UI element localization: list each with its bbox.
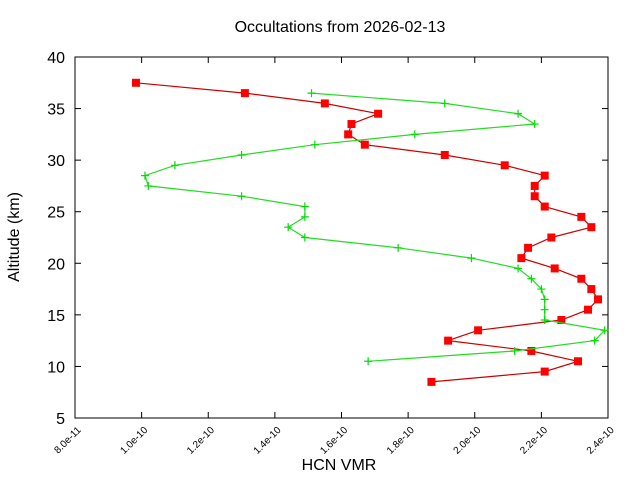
series-occultation-2 — [140, 89, 609, 366]
y-tick-label: 40 — [47, 50, 65, 67]
plus-marker-icon — [310, 140, 319, 149]
x-axis-label: HCN VMR — [302, 457, 377, 474]
y-tick-label: 10 — [47, 359, 65, 376]
plus-marker-icon — [300, 202, 309, 211]
y-tick-label: 25 — [47, 205, 65, 222]
plus-marker-icon — [307, 89, 316, 98]
plus-marker-icon — [300, 212, 309, 221]
y-axis: 5 10 15 20 25 30 35 40 — [47, 50, 608, 428]
x-tick-label: 2.0e-10 — [452, 425, 484, 457]
square-marker-icon — [574, 357, 583, 366]
square-marker-icon — [550, 264, 559, 273]
plus-marker-icon — [537, 285, 546, 294]
square-marker-icon — [587, 285, 596, 294]
square-marker-icon — [500, 161, 509, 170]
square-marker-icon — [474, 326, 483, 335]
square-marker-icon — [540, 367, 549, 376]
plus-marker-icon — [540, 295, 549, 304]
plus-marker-icon — [144, 181, 153, 190]
plus-marker-icon — [237, 192, 246, 201]
series-line — [135, 82, 599, 383]
square-marker-icon — [557, 316, 566, 325]
series-line — [144, 92, 606, 362]
square-marker-icon — [427, 377, 436, 386]
square-marker-icon — [524, 243, 533, 252]
plus-marker-icon — [527, 274, 536, 283]
plus-marker-icon — [364, 357, 373, 366]
series-occultation-1 — [131, 78, 603, 386]
square-marker-icon — [584, 305, 593, 314]
square-marker-icon — [530, 192, 539, 201]
square-marker-icon — [527, 346, 536, 355]
square-marker-icon — [540, 202, 549, 211]
plus-marker-icon — [540, 316, 549, 325]
plus-marker-icon — [467, 254, 476, 263]
plus-marker-icon — [514, 264, 523, 273]
x-tick-label: 1.6e-10 — [318, 425, 350, 457]
square-marker-icon — [347, 120, 356, 129]
square-marker-icon — [587, 223, 596, 232]
plus-marker-icon — [300, 233, 309, 242]
square-marker-icon — [517, 254, 526, 263]
y-tick-label: 15 — [47, 308, 65, 325]
x-tick-label: 2.2e-10 — [518, 425, 550, 457]
x-tick-label: 2.4e-10 — [585, 425, 617, 457]
y-axis-label: Altitude (km) — [6, 192, 23, 282]
x-tick-label: 8.0e-11 — [52, 425, 84, 457]
y-tick-label: 35 — [47, 102, 65, 119]
plus-marker-icon — [140, 171, 149, 180]
x-tick-label: 1.0e-10 — [119, 425, 151, 457]
plus-marker-icon — [394, 243, 403, 252]
plus-marker-icon — [540, 305, 549, 314]
plot-frame — [74, 56, 609, 419]
plus-marker-icon — [284, 223, 293, 232]
plus-marker-icon — [600, 326, 609, 335]
square-marker-icon — [374, 109, 383, 118]
x-tick-label: 1.8e-10 — [385, 425, 417, 457]
square-marker-icon — [530, 181, 539, 190]
x-axis: 8.0e-11 1.0e-10 1.2e-10 1.4e-10 1.6e-10 1.8e-… — [52, 57, 617, 457]
y-tick-label: 5 — [56, 411, 65, 428]
plus-marker-icon — [440, 99, 449, 108]
square-marker-icon — [594, 295, 603, 304]
plus-marker-icon — [237, 150, 246, 159]
x-tick-label: 1.4e-10 — [252, 425, 284, 457]
square-marker-icon — [131, 78, 140, 87]
chart-title: Occultations from 2026-02-13 — [235, 19, 446, 36]
plus-marker-icon — [514, 109, 523, 118]
square-marker-icon — [240, 89, 249, 98]
square-marker-icon — [440, 150, 449, 159]
square-marker-icon — [540, 171, 549, 180]
y-tick-label: 20 — [47, 256, 65, 273]
plot-series — [131, 78, 609, 386]
y-tick-label: 30 — [47, 153, 65, 170]
x-tick-label: 1.2e-10 — [185, 425, 217, 457]
plus-marker-icon — [530, 120, 539, 129]
square-marker-icon — [320, 99, 329, 108]
square-marker-icon — [444, 336, 453, 345]
plus-marker-icon — [170, 161, 179, 170]
square-marker-icon — [344, 130, 353, 139]
square-marker-icon — [577, 274, 586, 283]
square-marker-icon — [577, 212, 586, 221]
plus-marker-icon — [590, 336, 599, 345]
square-marker-icon — [360, 140, 369, 149]
plus-marker-icon — [410, 130, 419, 139]
plus-marker-icon — [510, 346, 519, 355]
square-marker-icon — [547, 233, 556, 242]
